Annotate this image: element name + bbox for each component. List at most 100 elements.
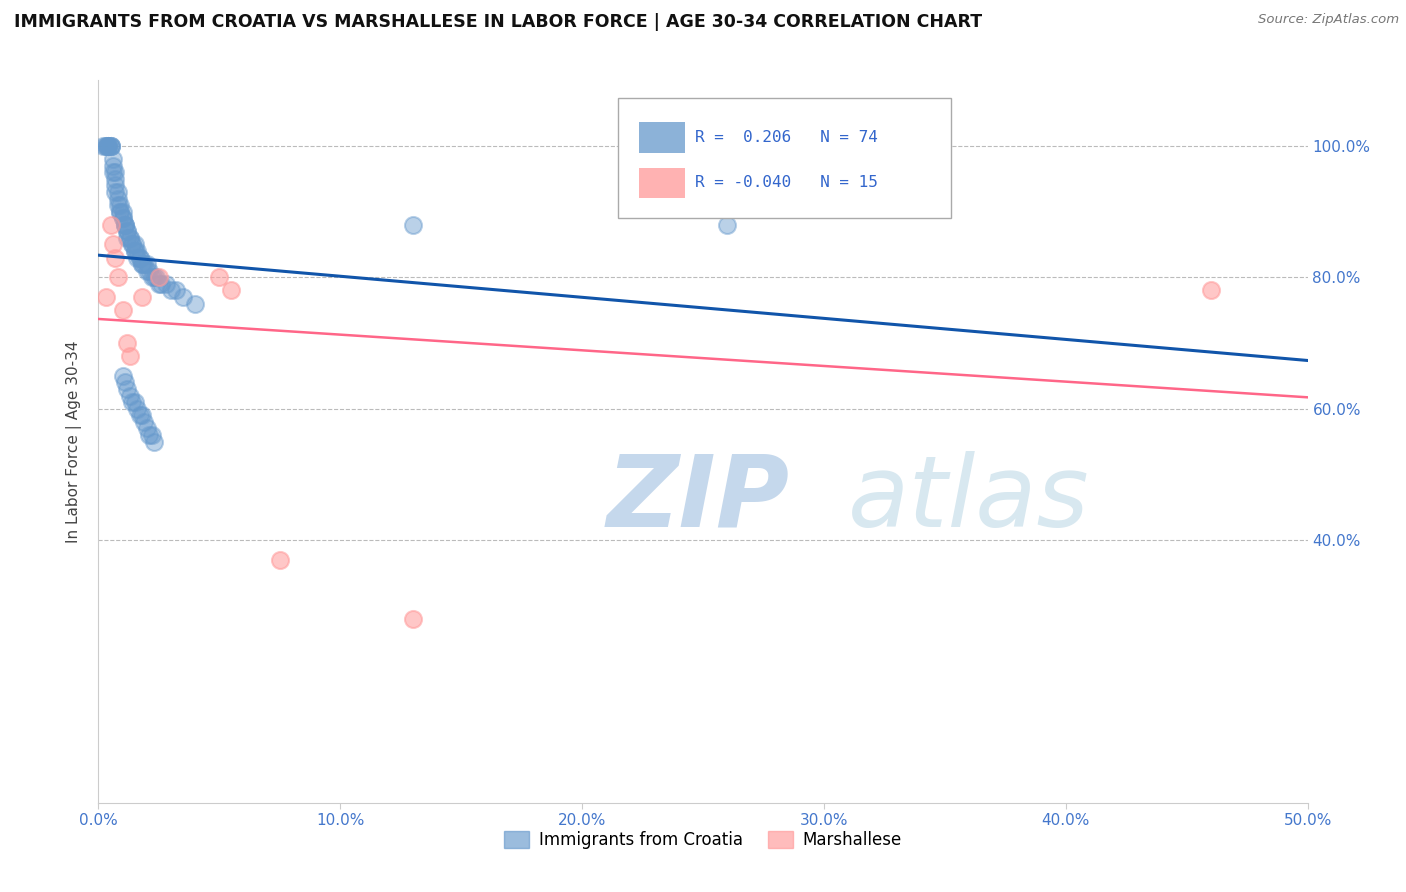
Point bbox=[135, 257, 157, 271]
Point bbox=[269, 553, 291, 567]
Point bbox=[107, 185, 129, 199]
Point bbox=[111, 368, 134, 383]
Point bbox=[716, 218, 738, 232]
Point bbox=[148, 270, 170, 285]
Point bbox=[118, 231, 141, 245]
Point bbox=[128, 251, 150, 265]
Point bbox=[131, 257, 153, 271]
Point bbox=[135, 264, 157, 278]
Legend: Immigrants from Croatia, Marshallese: Immigrants from Croatia, Marshallese bbox=[498, 824, 908, 856]
Point bbox=[127, 401, 149, 416]
Point bbox=[124, 244, 146, 258]
Point bbox=[104, 185, 127, 199]
Point bbox=[114, 218, 136, 232]
Point bbox=[124, 395, 146, 409]
Point bbox=[111, 303, 134, 318]
Point bbox=[128, 251, 150, 265]
Point bbox=[111, 211, 134, 226]
Point bbox=[134, 257, 156, 271]
Point bbox=[131, 409, 153, 423]
Point bbox=[101, 152, 124, 166]
Point bbox=[134, 415, 156, 429]
Point bbox=[150, 277, 173, 291]
Point bbox=[101, 165, 124, 179]
Point bbox=[104, 165, 127, 179]
Point bbox=[111, 211, 134, 226]
Point bbox=[131, 257, 153, 271]
Point bbox=[97, 139, 120, 153]
Point bbox=[141, 428, 163, 442]
FancyBboxPatch shape bbox=[619, 98, 950, 218]
Point bbox=[100, 139, 122, 153]
Point bbox=[138, 264, 160, 278]
Point bbox=[108, 204, 131, 219]
Point bbox=[155, 277, 177, 291]
Point bbox=[111, 204, 134, 219]
Point bbox=[104, 171, 127, 186]
Point bbox=[107, 198, 129, 212]
Y-axis label: In Labor Force | Age 30-34: In Labor Force | Age 30-34 bbox=[66, 340, 83, 543]
Point bbox=[221, 284, 243, 298]
Point bbox=[97, 139, 120, 153]
Text: IMMIGRANTS FROM CROATIA VS MARSHALLESE IN LABOR FORCE | AGE 30-34 CORRELATION CH: IMMIGRANTS FROM CROATIA VS MARSHALLESE I… bbox=[14, 13, 983, 31]
Bar bbox=[638, 168, 685, 198]
Point bbox=[100, 139, 122, 153]
Point bbox=[124, 244, 146, 258]
Point bbox=[94, 290, 117, 304]
Text: atlas: atlas bbox=[848, 450, 1090, 548]
Point bbox=[94, 139, 117, 153]
Point bbox=[208, 270, 231, 285]
Point bbox=[114, 218, 136, 232]
Point bbox=[184, 296, 207, 310]
Point bbox=[114, 218, 136, 232]
Point bbox=[114, 376, 136, 390]
Point bbox=[143, 270, 166, 285]
Point bbox=[128, 409, 150, 423]
Point bbox=[138, 428, 160, 442]
Point bbox=[101, 237, 124, 252]
Text: R =  0.206   N = 74: R = 0.206 N = 74 bbox=[695, 130, 877, 145]
Point bbox=[145, 270, 167, 285]
Point bbox=[118, 388, 141, 402]
Point bbox=[91, 139, 114, 153]
Point bbox=[117, 224, 139, 238]
Point bbox=[104, 251, 127, 265]
Point bbox=[148, 277, 170, 291]
Point bbox=[165, 284, 187, 298]
Point bbox=[101, 159, 124, 173]
Point bbox=[107, 192, 129, 206]
Point bbox=[121, 237, 143, 252]
Text: R = -0.040   N = 15: R = -0.040 N = 15 bbox=[695, 176, 877, 190]
Point bbox=[127, 251, 149, 265]
Point bbox=[402, 612, 425, 626]
Text: Source: ZipAtlas.com: Source: ZipAtlas.com bbox=[1258, 13, 1399, 27]
Point bbox=[1199, 284, 1222, 298]
Point bbox=[127, 244, 149, 258]
Point bbox=[135, 421, 157, 435]
Point bbox=[121, 395, 143, 409]
Point bbox=[402, 218, 425, 232]
Point bbox=[117, 224, 139, 238]
Point bbox=[100, 139, 122, 153]
Point bbox=[117, 231, 139, 245]
Point bbox=[118, 349, 141, 363]
Bar bbox=[638, 122, 685, 153]
Point bbox=[160, 284, 183, 298]
Point bbox=[94, 139, 117, 153]
Point bbox=[107, 270, 129, 285]
Point bbox=[117, 382, 139, 396]
Point bbox=[172, 290, 194, 304]
Point bbox=[108, 198, 131, 212]
Point bbox=[118, 231, 141, 245]
Point bbox=[108, 204, 131, 219]
Point bbox=[117, 336, 139, 351]
Point bbox=[141, 270, 163, 285]
Point bbox=[104, 178, 127, 193]
Point bbox=[124, 237, 146, 252]
Point bbox=[100, 218, 122, 232]
Point bbox=[97, 139, 120, 153]
Point bbox=[131, 290, 153, 304]
Point bbox=[143, 434, 166, 449]
Text: ZIP: ZIP bbox=[606, 450, 789, 548]
Point bbox=[121, 237, 143, 252]
